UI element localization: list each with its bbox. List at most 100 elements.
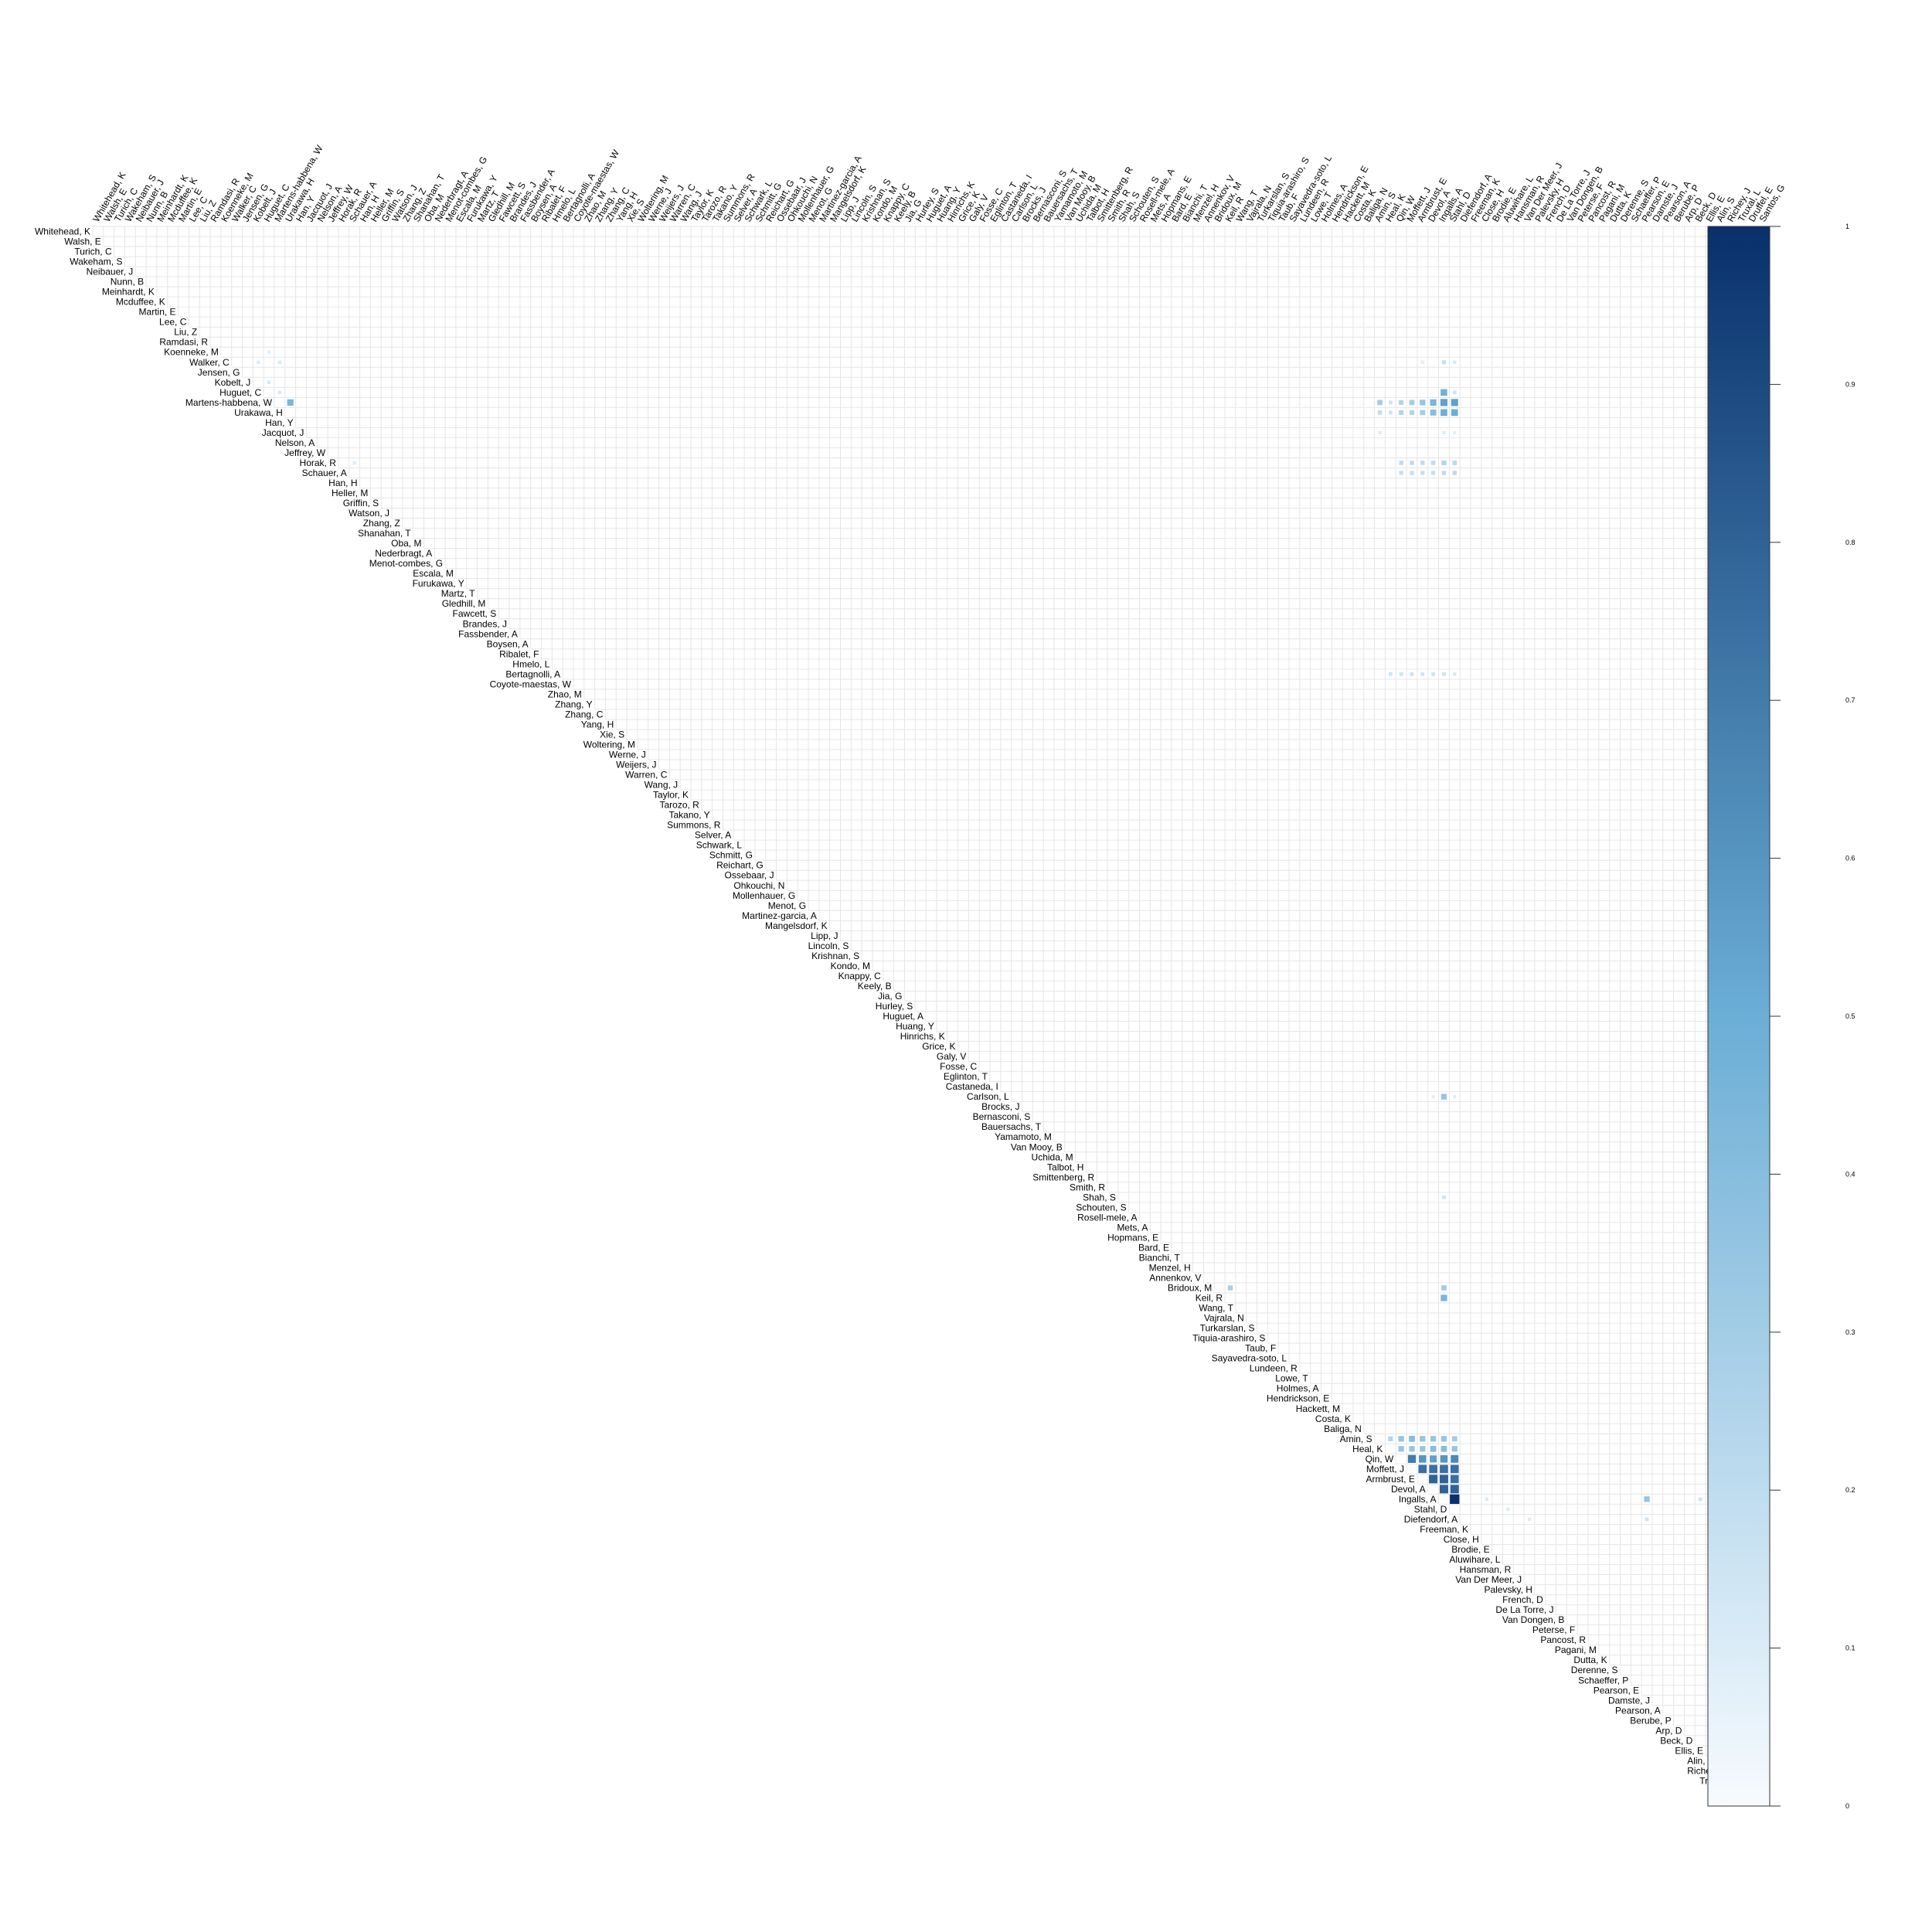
heatmap-cell [1419,1455,1427,1463]
heatmap-cell [1430,1455,1437,1463]
colorbar-tick-label: 0 [1845,1802,1849,1810]
row-label: Weijers, J [616,760,656,770]
row-label: Tiquia-arashiro, S [1192,1333,1265,1344]
row-label: Lundeen, R [1250,1363,1298,1374]
heatmap-cell [1485,1497,1488,1502]
heatmap-cell [1450,1485,1459,1494]
heatmap-cell [1441,1285,1447,1291]
row-label: Whitehead, K [35,226,90,237]
row-label: Castaneda, I [946,1081,998,1092]
row-label: Taub, F [1245,1343,1276,1354]
row-label: Fosse, C [940,1061,977,1072]
heatmap-cell [1429,1475,1438,1484]
row-label: Hurley, S [876,1001,913,1012]
row-label: Martz, T [441,588,475,599]
row-label: Pancost, R [1540,1634,1586,1645]
heatmap-cell [1431,471,1436,475]
heatmap-cell [1506,1507,1510,1512]
heatmap-cell [1409,1446,1415,1452]
row-label: Schwark, L [696,840,743,851]
row-label: Lincoln, S [808,940,849,951]
row-label: Meinhardt, K [102,287,155,298]
heatmap-cell [1441,460,1447,466]
grid-lines [92,226,1770,1807]
row-label: Yamamoto, M [995,1131,1052,1142]
heatmap-cell [1440,1455,1448,1463]
row-label: Qin, W [1366,1454,1394,1464]
row-label: Zhao, M [548,689,582,699]
heatmap-cell [1442,1195,1446,1199]
heatmap-cell [1453,360,1457,364]
row-label: Kobelt, J [215,377,251,388]
row-label: Baliga, N [1324,1423,1362,1434]
heatmap-cell [1440,409,1447,417]
row-label: Martinez-garcia, A [742,910,817,921]
row-label: Keely, B [858,981,892,992]
row-label: Jeffrey, W [284,447,326,458]
heatmap-cell [1698,1497,1702,1502]
heatmap-cell [1420,400,1426,406]
row-label: Mets, A [1117,1222,1148,1233]
heatmap-cell [1430,399,1437,406]
row-label: Jensen, G [198,367,240,378]
heatmap-cell [1439,1475,1448,1484]
row-label: Selver, A [695,830,731,841]
row-label: Reichart, G [716,860,764,871]
row-label: Urakawa, H [234,407,283,418]
row-label: Knappy, C [838,971,881,981]
heatmap-cell [1440,1436,1447,1442]
heatmap-cell [1450,1494,1460,1505]
heatmap-cell [1431,672,1435,676]
row-label: Smith, R [1070,1182,1105,1192]
row-label: Bertagnolli, A [505,668,560,679]
row-label: Nunn, B [111,277,144,287]
colorbar-tick-label: 0.2 [1845,1486,1855,1494]
row-label: Moffett, J [1366,1464,1404,1475]
row-label: Arp, D [1655,1725,1682,1736]
heatmap-cell [1450,1475,1459,1484]
heatmap-cell [1430,1445,1437,1452]
heatmap-cell [267,350,271,354]
row-label: Ribalet, F [499,648,539,659]
heatmap-cell [1439,1485,1448,1494]
colorbar-tick-label: 1 [1845,223,1849,230]
heatmap-cell [1527,1517,1532,1522]
row-label: Escala, M [413,568,454,579]
heatmap-cell [1388,400,1393,405]
row-label: Walker, C [189,357,230,368]
heatmap-cell [1227,1285,1233,1291]
row-label: Hansman, R [1460,1564,1512,1575]
heatmap-cell [1450,1464,1459,1474]
row-label: Schauer, A [302,468,347,478]
row-label: Berube, P [1630,1715,1671,1726]
row-label: Dutta, K [1573,1655,1607,1665]
row-label: Zhang, C [565,709,604,719]
row-label: Jacquot, J [262,427,304,438]
heatmap-cell [1420,1446,1426,1452]
row-label: Brocks, J [981,1101,1019,1112]
row-label: Boysen, A [487,638,529,649]
row-label: Woltering, M [583,739,635,750]
row-label: Horak, R [300,457,337,468]
heatmap-cell [1409,410,1415,415]
row-label: Ingalls, A [1399,1494,1437,1505]
heatmap-cell [1442,672,1446,676]
heatmap-cell [1388,672,1393,676]
row-label: Werne, J [609,750,646,760]
row-label: Mollenhauer, G [733,890,795,901]
heatmap-cell [1430,1436,1437,1442]
row-label: Galy, V [937,1051,966,1062]
row-label: Wakeham, S [70,257,122,267]
row-label: Hopmans, E [1107,1232,1158,1243]
row-label: Ossebaar, J [725,870,774,881]
heatmap-cell [1399,400,1404,405]
colorbar-tick-label: 0.9 [1845,380,1855,388]
row-label: Pagani, M [1555,1645,1597,1655]
heatmap-cell [1399,672,1403,676]
row-label: Huang, Y [896,1021,934,1032]
row-label: Kondo, M [831,961,870,971]
row-label: De La Torre, J [1495,1604,1553,1615]
heatmap-cell [287,399,294,406]
row-label: Griffin, S [343,498,379,509]
heatmap-cell [1398,1436,1404,1442]
